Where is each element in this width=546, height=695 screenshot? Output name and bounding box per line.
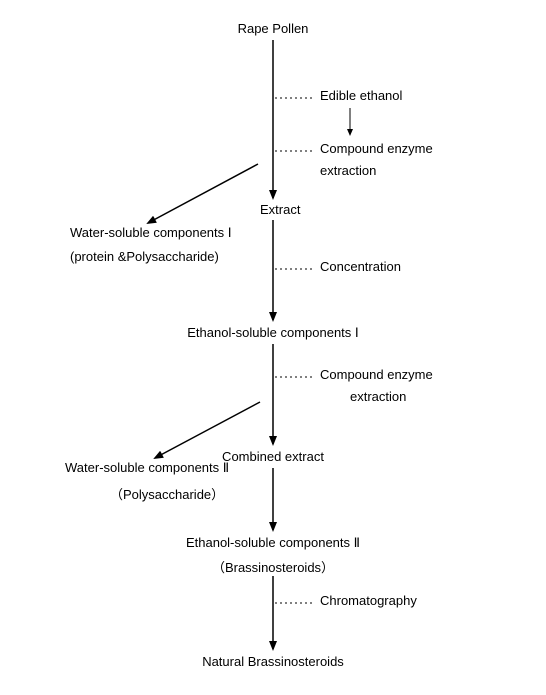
node-ws1_line1: Water-soluble components Ⅰ <box>70 225 232 241</box>
node-esc2_line2: （Brassinosteroids） <box>212 557 334 576</box>
annotation-compound_enzyme1_l2: extraction <box>320 163 376 178</box>
annotation-concentration: Concentration <box>320 259 401 274</box>
node-ws1_line2: (protein &Polysaccharide) <box>70 249 219 264</box>
node-combined: Combined extract <box>222 449 324 464</box>
node-ws2_line1: Water-soluble components Ⅱ <box>65 460 229 476</box>
node-natural: Natural Brassinosteroids <box>202 654 344 669</box>
arrow-5 <box>148 164 258 223</box>
flowchart-canvas <box>0 0 546 695</box>
node-esc2_line1: Ethanol-soluble components Ⅱ <box>186 535 360 551</box>
annotation-compound_enzyme1_l1: Compound enzyme <box>320 141 433 156</box>
annotation-edible_ethanol: Edible ethanol <box>320 88 402 103</box>
annotation-compound_enzyme2_l1: Compound enzyme <box>320 367 433 382</box>
annotation-compound_enzyme2_l2: extraction <box>350 389 406 404</box>
node-esc1: Ethanol-soluble components Ⅰ <box>187 325 359 341</box>
annotation-chromatography: Chromatography <box>320 593 417 608</box>
node-ws2_line2: （Polysaccharide） <box>110 484 224 503</box>
node-extract: Extract <box>260 202 300 217</box>
node-rape_pollen: Rape Pollen <box>238 21 309 36</box>
